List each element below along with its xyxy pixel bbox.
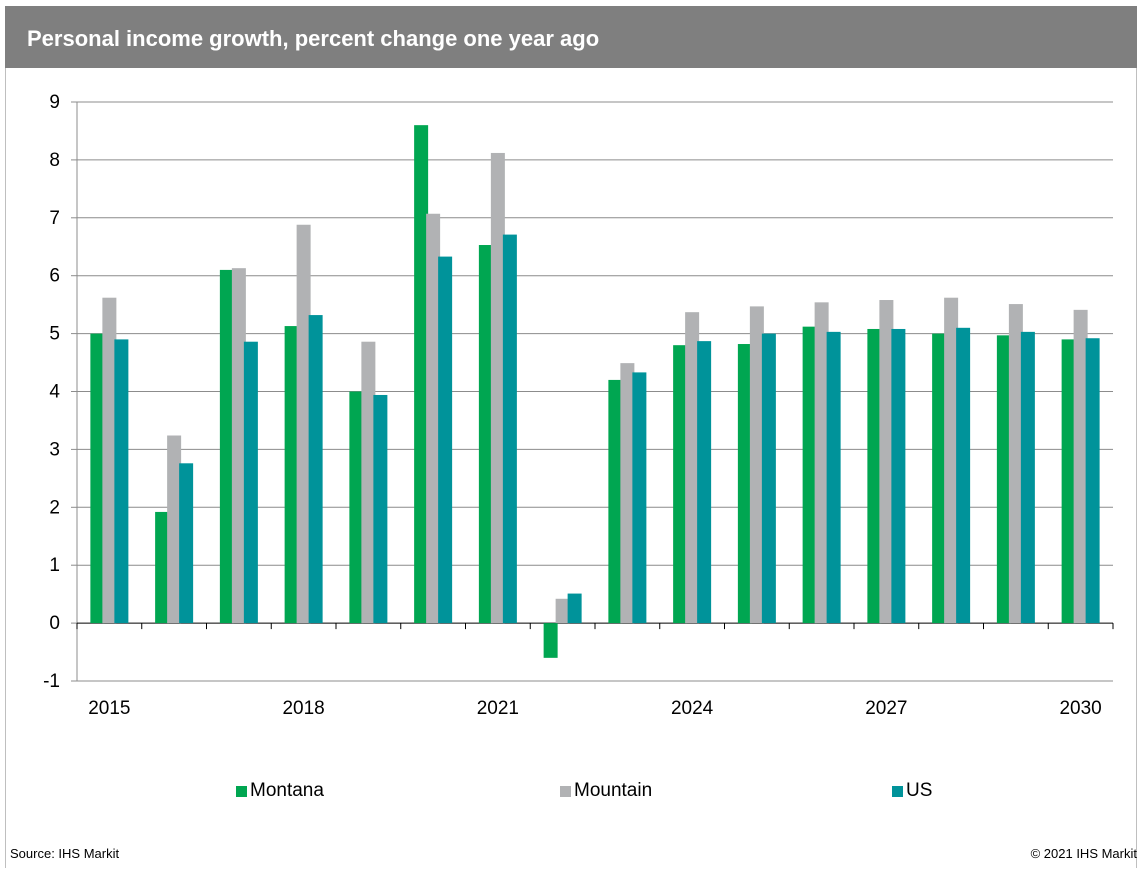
x-tick-label: 2027 xyxy=(865,698,907,719)
bar-mountain-2017 xyxy=(231,268,246,624)
bar-us-2029 xyxy=(1020,331,1035,624)
bar-mountain-2024 xyxy=(685,312,700,624)
bar-us-2022 xyxy=(567,593,582,624)
bar-mountain-2026 xyxy=(814,302,829,624)
bar-mountain-2023 xyxy=(620,363,635,624)
legend-label-mountain: Mountain xyxy=(574,780,653,801)
legend-swatch-mountain xyxy=(560,785,571,797)
bar-us-2030 xyxy=(1085,338,1100,624)
y-tick-label: -1 xyxy=(43,671,60,692)
bar-us-2027 xyxy=(891,328,906,624)
x-tick-label: 2018 xyxy=(282,698,324,719)
bar-mountain-2029 xyxy=(1008,304,1023,624)
bar-montana-2022 xyxy=(543,623,558,658)
bar-montana-2026 xyxy=(802,326,817,624)
chart-frame xyxy=(5,6,1137,868)
chart-title: Personal income growth, percent change o… xyxy=(27,26,600,51)
y-tick-label: 6 xyxy=(49,266,60,287)
bar-montana-2029 xyxy=(996,335,1011,624)
bar-mountain-2022 xyxy=(555,598,570,624)
bar-mountain-2018 xyxy=(296,224,311,624)
legend-label-us: US xyxy=(906,780,933,801)
bar-us-2015 xyxy=(114,339,129,624)
bar-montana-2021 xyxy=(478,245,493,624)
bar-montana-2016 xyxy=(155,511,170,624)
bar-montana-2023 xyxy=(608,379,623,624)
legend-swatch-montana xyxy=(236,785,247,797)
legend: Montana Mountain US xyxy=(0,780,1141,806)
bars xyxy=(90,125,1100,658)
bar-montana-2027 xyxy=(867,328,882,624)
bar-montana-2020 xyxy=(414,125,429,624)
y-tick-label: 0 xyxy=(49,613,60,634)
legend-label-montana: Montana xyxy=(250,780,324,801)
bar-us-2023 xyxy=(632,372,647,624)
y-tick-label: 3 xyxy=(49,439,60,460)
y-tick-label: 7 xyxy=(49,208,60,229)
legend-item-mountain: Mountain xyxy=(560,780,652,802)
x-axis: 2015 2018 2021 2024 2027 2030 xyxy=(76,622,1114,719)
source-note: Source: IHS Markit xyxy=(10,846,120,861)
bar-us-2020 xyxy=(438,256,453,624)
bar-us-2024 xyxy=(697,341,712,624)
bar-mountain-2027 xyxy=(879,300,894,624)
bar-montana-2015 xyxy=(90,333,105,624)
y-tick-label: 9 xyxy=(49,92,60,113)
bar-us-2017 xyxy=(243,341,258,624)
bar-us-2018 xyxy=(308,315,323,624)
x-tick-label: 2015 xyxy=(88,698,130,719)
bar-mountain-2020 xyxy=(426,213,441,624)
y-tick-label: 1 xyxy=(49,555,60,576)
bar-us-2025 xyxy=(761,333,776,624)
bar-montana-2017 xyxy=(219,269,234,624)
bar-us-2028 xyxy=(956,327,971,624)
bar-mountain-2028 xyxy=(944,297,959,624)
bar-us-2026 xyxy=(826,331,841,624)
bar-mountain-2030 xyxy=(1073,309,1088,624)
x-tick-label: 2021 xyxy=(477,698,519,719)
legend-swatch-us xyxy=(892,785,903,797)
bar-us-2016 xyxy=(179,463,194,624)
y-axis: -1 0 1 2 3 4 5 6 7 8 9 xyxy=(43,92,78,692)
bar-mountain-2021 xyxy=(490,152,505,624)
y-tick-label: 8 xyxy=(49,150,60,171)
copyright-note: © 2021 IHS Markit xyxy=(1030,846,1137,861)
bar-us-2021 xyxy=(502,234,517,624)
bar-montana-2019 xyxy=(349,391,364,624)
bar-montana-2028 xyxy=(932,333,947,624)
y-tick-label: 5 xyxy=(49,324,60,345)
legend-item-us: US xyxy=(892,780,932,802)
bar-montana-2030 xyxy=(1061,339,1076,624)
title-bar: Personal income growth, percent change o… xyxy=(5,6,1137,68)
legend-item-montana: Montana xyxy=(236,780,324,802)
bar-montana-2018 xyxy=(284,326,299,624)
y-tick-label: 2 xyxy=(49,497,60,518)
bar-mountain-2015 xyxy=(102,297,117,624)
y-tick-label: 4 xyxy=(49,382,60,403)
x-tick-label: 2024 xyxy=(671,698,714,719)
bar-montana-2025 xyxy=(737,344,752,624)
bar-us-2019 xyxy=(373,394,388,624)
bar-montana-2024 xyxy=(673,345,688,624)
bar-mountain-2016 xyxy=(167,435,182,624)
bar-mountain-2025 xyxy=(749,306,764,624)
bar-mountain-2019 xyxy=(361,341,376,624)
x-tick-label: 2030 xyxy=(1059,698,1101,719)
